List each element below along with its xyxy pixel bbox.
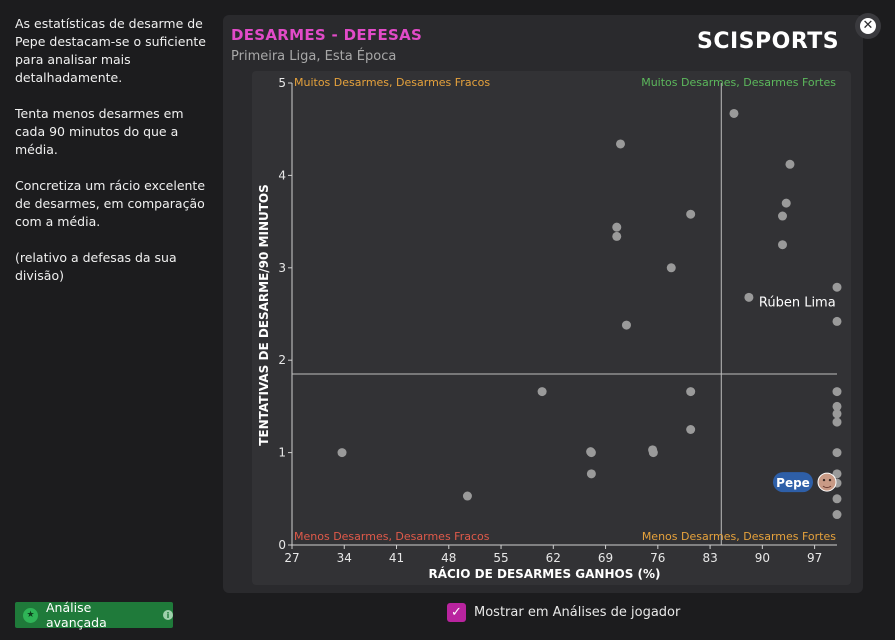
plot-area (252, 71, 851, 585)
quadrant-label-top-left: Muitos Desarmes, Desarmes Fracos (294, 76, 490, 89)
quadrant-label-bottom-left: Menos Desarmes, Desarmes Fracos (294, 530, 490, 543)
x-tick-label: 27 (284, 551, 299, 565)
data-point (648, 448, 658, 458)
y-tick-label: 4 (278, 168, 286, 182)
brand-logo: SCISPORTS (697, 29, 840, 54)
x-tick-label: 97 (807, 551, 822, 565)
info-icon[interactable]: i (163, 610, 173, 620)
y-tick-label: 3 (278, 261, 286, 275)
data-point (832, 494, 842, 504)
checkbox-checked-icon[interactable]: ✓ (447, 603, 466, 622)
data-point (781, 198, 791, 208)
y-tick-label: 1 (278, 446, 286, 460)
x-axis-title: RÁCIO DE DESARMES GANHOS (%) (428, 566, 660, 581)
summary-text-1: As estatísticas de desarme de Pepe desta… (15, 16, 206, 85)
summary-text-4: (relativo a defesas da sua divisão) (15, 250, 177, 283)
x-tick-label: 69 (598, 551, 613, 565)
data-point (612, 222, 622, 232)
data-point (586, 469, 596, 479)
data-point (832, 448, 842, 458)
star-icon: ★ (23, 607, 38, 623)
summary-text-2: Tenta menos desarmes em cada 90 minutos … (15, 106, 184, 157)
data-point (744, 292, 754, 302)
data-point (778, 240, 787, 250)
x-tick-label: 76 (650, 551, 665, 565)
data-point (832, 282, 842, 292)
advanced-analysis-label: Análise avançada (46, 600, 107, 630)
data-point (832, 401, 842, 411)
data-point (686, 425, 696, 434)
data-point (666, 263, 676, 273)
y-axis-title: TENTATIVAS DE DESARME/90 MINUTOS (257, 184, 271, 446)
data-point (832, 469, 842, 479)
data-point (686, 387, 696, 397)
data-point (832, 409, 842, 419)
data-point (729, 108, 739, 118)
avatar-mouth-icon (822, 485, 832, 489)
highlight-badge (773, 472, 813, 493)
data-point (832, 510, 842, 520)
quadrant-label-top-right: Muitos Desarmes, Desarmes Fortes (641, 76, 836, 89)
summary-text-3: Concretiza um rácio excelente de desarme… (15, 178, 206, 229)
data-point (615, 139, 625, 149)
data-point (832, 417, 842, 427)
x-tick-label: 55 (493, 551, 508, 565)
x-tick-label: 90 (755, 551, 770, 565)
quadrant-label-bottom-right: Menos Desarmes, Desarmes Fortes (642, 530, 836, 543)
data-point (337, 448, 347, 458)
player-label-ruben-lima: Rúben Lima (759, 295, 836, 310)
data-point (612, 231, 622, 241)
chart-title: DESARMES - DEFESAS (231, 26, 423, 44)
data-point (832, 387, 842, 397)
y-tick-label: 0 (278, 538, 286, 552)
data-point (832, 316, 842, 326)
x-tick-label: 34 (337, 551, 352, 565)
advanced-analysis-button[interactable]: ★ Análise avançada i (15, 600, 173, 630)
data-point (537, 387, 547, 397)
show-in-player-analysis-toggle[interactable]: ✓ Mostrar em Análises de jogador (447, 603, 680, 622)
x-tick-label: 83 (702, 551, 717, 565)
data-point (462, 491, 472, 501)
x-tick-label: 48 (441, 551, 456, 565)
data-point (621, 320, 631, 330)
avatar-eye-icon (822, 478, 826, 482)
summary-panel: As estatísticas de desarme de Pepe desta… (15, 15, 215, 303)
close-button[interactable]: ✕ (855, 13, 881, 39)
data-point (778, 211, 787, 221)
data-point (785, 159, 795, 169)
y-tick-label: 5 (278, 76, 286, 90)
y-tick-label: 2 (278, 353, 286, 367)
show-in-player-analysis-label: Mostrar em Análises de jogador (474, 605, 681, 620)
data-point (686, 209, 696, 219)
chart-subtitle: Primeira Liga, Esta Época (231, 49, 397, 64)
data-point (586, 447, 596, 457)
close-icon: ✕ (860, 18, 876, 34)
x-tick-label: 62 (546, 551, 561, 565)
player-avatar-icon (817, 472, 837, 492)
avatar-eye-icon (828, 478, 832, 482)
highlight-label-pepe: Pepe (776, 476, 810, 490)
x-tick-label: 41 (389, 551, 404, 565)
